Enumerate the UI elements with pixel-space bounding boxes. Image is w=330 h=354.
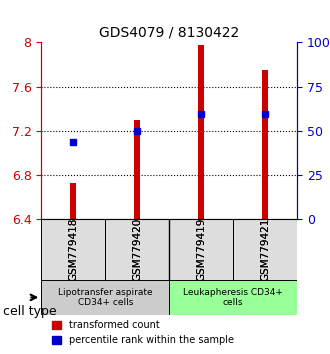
Legend: transformed count, percentile rank within the sample: transformed count, percentile rank withi…	[48, 316, 238, 349]
Bar	[169, 219, 233, 280]
Bar	[41, 280, 169, 315]
Text: cell type: cell type	[3, 305, 57, 318]
Text: GSM779418: GSM779418	[68, 218, 78, 281]
Bar	[134, 120, 140, 219]
Text: GSM779419: GSM779419	[196, 218, 206, 281]
Text: GSM779419: GSM779419	[196, 218, 206, 281]
Bar	[70, 183, 77, 219]
Text: Lipotransfer aspirate
CD34+ cells: Lipotransfer aspirate CD34+ cells	[58, 288, 152, 307]
Text: Leukapheresis CD34+
cells: Leukapheresis CD34+ cells	[183, 288, 283, 307]
Text: GSM779421: GSM779421	[260, 218, 270, 281]
Text: GSM779420: GSM779420	[132, 218, 142, 281]
Text: GSM779418: GSM779418	[68, 218, 78, 281]
Bar	[262, 70, 268, 219]
Bar	[198, 45, 204, 219]
Bar	[169, 280, 297, 315]
Bar	[233, 219, 297, 280]
Text: GSM779420: GSM779420	[132, 218, 142, 281]
Bar	[41, 219, 105, 280]
Text: GSM779421: GSM779421	[260, 218, 270, 281]
Title: GDS4079 / 8130422: GDS4079 / 8130422	[99, 26, 239, 40]
Bar	[105, 219, 169, 280]
